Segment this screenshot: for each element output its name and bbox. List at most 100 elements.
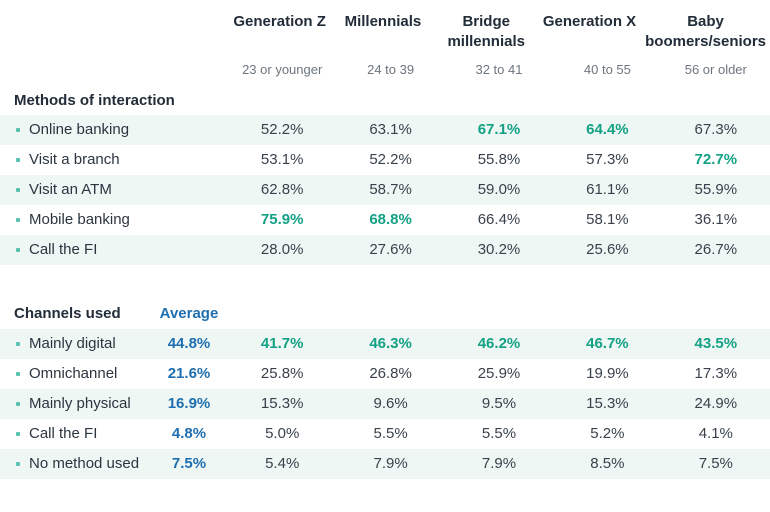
column-header: Millennials (344, 13, 422, 30)
row-label-cell: Visit an ATM (0, 181, 150, 198)
value-cell: 46.3% (369, 335, 412, 352)
value-cell: 58.1% (586, 211, 629, 228)
value-cell: 67.3% (694, 121, 738, 138)
row-label-cell: Omnichannel (0, 365, 150, 382)
row-label: Visit a branch (29, 151, 120, 168)
value-cell: 53.1% (260, 151, 304, 168)
row-label: Call the FI (29, 425, 98, 442)
value-cell: 52.2% (369, 151, 412, 168)
row-label-cell: Visit a branch (0, 151, 150, 168)
value-cell: 75.9% (260, 211, 304, 228)
row-label: Mobile banking (29, 211, 130, 228)
value-cell: 15.3% (260, 395, 304, 412)
table-row: Visit a branch 53.1% 52.2% 55.8% 57.3% 72.7% (0, 145, 770, 175)
bullet-icon (16, 461, 20, 466)
value-cell: 25.6% (586, 241, 629, 258)
table-row: Visit an ATM 62.8% 58.7% 59.0% 61.1% 55.9% (0, 174, 770, 205)
table-row: Omnichannel 21.6% 25.8% 26.8% 25.9% 19.9% 17.3… (0, 359, 770, 389)
value-cell: 68.8% (369, 211, 412, 228)
column-header-row: Generation Z Millennials Bridge millennial… (0, 12, 770, 53)
section-header-methods: Methods of interaction (0, 91, 770, 111)
section-rows: Online banking 52.2% 63.1% 67.1% 64.4% 67.3% V… (0, 114, 770, 265)
table-row: Call the FI 28.0% 27.6% 30.2% 25.6% 26.7% (0, 234, 770, 265)
section-rows: Mainly digital 44.8% 41.7% 46.3% 46.2% 46.7% 4… (0, 328, 770, 479)
bullet-icon (16, 127, 20, 132)
value-cell: 55.9% (694, 181, 738, 198)
value-cell: 67.1% (477, 121, 521, 138)
value-cell: 5.5% (373, 425, 408, 442)
bullet-icon (16, 157, 20, 162)
value-cell: 24.9% (694, 395, 738, 412)
value-cell: 66.4% (477, 211, 521, 228)
value-cell: 26.8% (369, 365, 412, 382)
value-cell: 9.5% (481, 395, 517, 412)
row-label-cell: Mainly physical (0, 395, 150, 412)
value-cell: 7.9% (481, 455, 517, 472)
value-cell: 46.7% (586, 335, 629, 352)
value-cell: 25.9% (477, 365, 521, 382)
column-age-range: 56 or older (684, 61, 747, 77)
value-cell: 19.9% (586, 365, 629, 382)
value-cell: 55.8% (477, 151, 521, 168)
table-row: Mainly physical 16.9% 15.3% 9.6% 9.5% 15.3% 24… (0, 388, 770, 419)
value-cell: 5.5% (481, 425, 517, 442)
value-cell: 41.7% (260, 335, 304, 352)
table-row: Mobile banking 75.9% 68.8% 66.4% 58.1% 36.1% (0, 205, 770, 235)
average-value: 16.9% (167, 395, 211, 412)
column-header: Generation X (542, 13, 637, 30)
row-label-cell: No method used (0, 455, 150, 472)
row-label: No method used (29, 455, 140, 472)
value-cell: 58.7% (369, 181, 412, 198)
value-cell: 5.4% (265, 455, 300, 472)
average-value: 21.6% (167, 365, 211, 382)
row-label: Mainly digital (29, 335, 116, 352)
value-cell: 5.2% (590, 425, 625, 442)
column-header: Bridge millennials (447, 13, 525, 51)
table-row: No method used 7.5% 5.4% 7.9% 7.9% 8.5% 7.5% (0, 448, 770, 479)
value-cell: 57.3% (586, 151, 629, 168)
value-cell: 63.1% (369, 121, 412, 138)
value-cell: 5.0% (265, 425, 300, 442)
table-row: Online banking 52.2% 63.1% 67.1% 64.4% 67.3% (0, 114, 770, 145)
value-cell: 25.8% (260, 365, 304, 382)
column-age-range: 24 to 39 (367, 61, 415, 77)
value-cell: 17.3% (694, 365, 738, 382)
column-age-range: 32 to 41 (475, 61, 523, 77)
value-cell: 46.2% (477, 335, 521, 352)
row-label: Online banking (29, 121, 130, 138)
row-label-cell: Mobile banking (0, 211, 150, 228)
value-cell: 62.8% (260, 181, 304, 198)
table-row: Mainly digital 44.8% 41.7% 46.3% 46.2% 46.7% 4… (0, 328, 770, 359)
bullet-icon (16, 371, 20, 376)
average-value: 7.5% (171, 455, 207, 472)
bullet-icon (16, 341, 20, 346)
value-cell: 43.5% (694, 335, 738, 352)
value-cell: 64.4% (586, 121, 629, 138)
value-cell: 61.1% (586, 181, 629, 198)
average-value: 4.8% (171, 425, 207, 442)
row-label: Call the FI (29, 241, 98, 258)
value-cell: 52.2% (260, 121, 304, 138)
average-value: 44.8% (167, 335, 211, 352)
value-cell: 59.0% (477, 181, 521, 198)
bullet-icon (16, 247, 20, 252)
bullet-icon (16, 401, 20, 406)
row-label: Mainly physical (29, 395, 131, 412)
bullet-icon (16, 217, 20, 222)
column-header: Baby boomers/seniors (645, 13, 767, 51)
row-label-cell: Call the FI (0, 425, 150, 442)
value-cell: 30.2% (477, 241, 521, 258)
value-cell: 7.5% (698, 455, 733, 472)
column-header: Generation Z (233, 13, 326, 30)
value-cell: 15.3% (586, 395, 629, 412)
table-row: Call the FI 4.8% 5.0% 5.5% 5.5% 5.2% 4.1% (0, 419, 770, 449)
age-row: 23 or younger 24 to 39 32 to 41 40 to 55 56 … (0, 62, 770, 77)
average-column-header: Average (159, 305, 219, 322)
column-age-range: 23 or younger (242, 61, 323, 77)
bullet-icon (16, 431, 20, 436)
row-label: Visit an ATM (29, 181, 112, 198)
row-label-cell: Call the FI (0, 241, 150, 258)
row-label: Omnichannel (29, 365, 118, 382)
value-cell: 7.9% (373, 455, 408, 472)
bullet-icon (16, 187, 20, 192)
